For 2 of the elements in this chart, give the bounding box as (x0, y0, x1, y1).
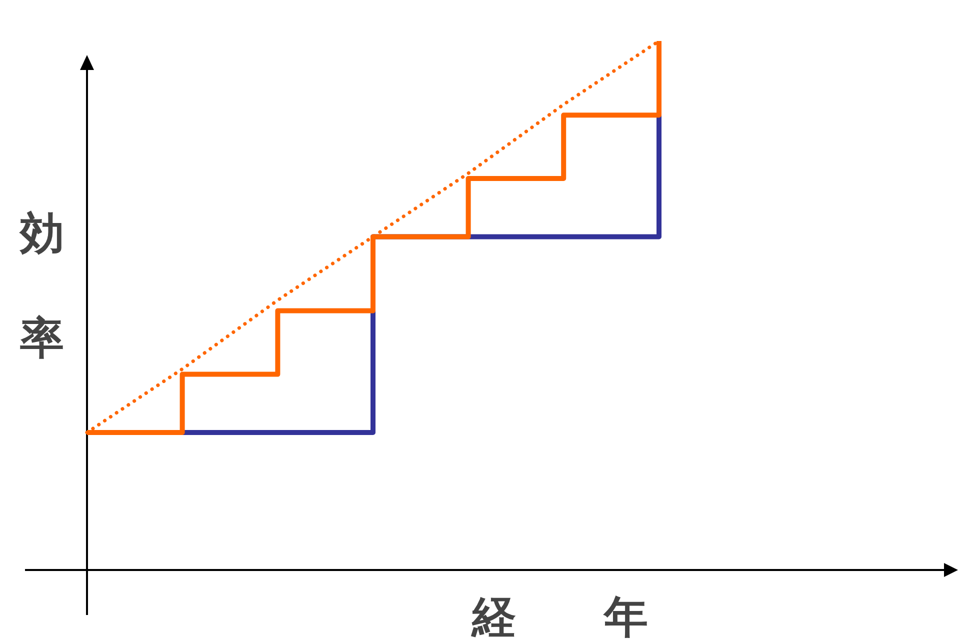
x-axis-title: 経 年 (470, 592, 648, 639)
text: 効率 (20, 208, 64, 364)
